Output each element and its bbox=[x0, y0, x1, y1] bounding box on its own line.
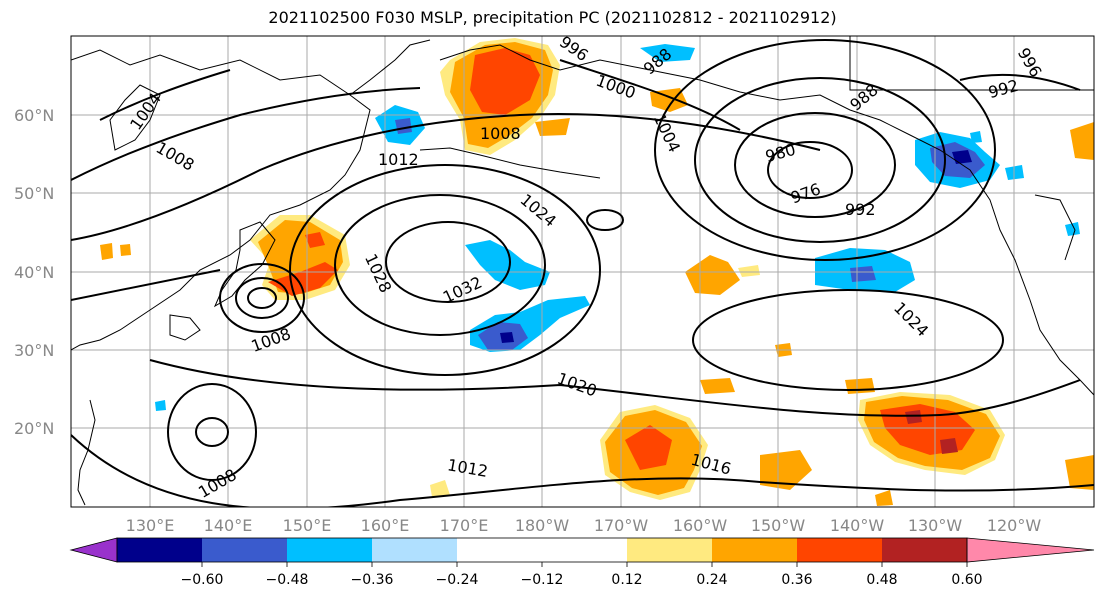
longitude-labels: 130°E 140°E 150°E 160°E 170°E 180°W 170°… bbox=[126, 516, 1042, 535]
colorbar-segment bbox=[712, 538, 797, 562]
lat-label: 60°N bbox=[14, 106, 54, 125]
colorbar-tick-label: −0.60 bbox=[181, 572, 224, 588]
isobar-label: 992 bbox=[845, 200, 876, 219]
lat-label: 50°N bbox=[14, 184, 54, 203]
colorbar: −0.60 −0.48 −0.36 −0.24 −0.12 0.12 0.24 … bbox=[69, 537, 1095, 588]
colorbar-low-extend bbox=[69, 537, 118, 563]
lon-label: 120°W bbox=[987, 516, 1042, 535]
lon-label: 170°W bbox=[594, 516, 649, 535]
colorbar-tick-label: 0.36 bbox=[781, 572, 812, 588]
lat-label: 40°N bbox=[14, 263, 54, 282]
lon-label: 140°W bbox=[830, 516, 885, 535]
colorbar-segment bbox=[797, 538, 882, 562]
colorbar-tick-label: 0.48 bbox=[866, 572, 897, 588]
lon-label: 150°W bbox=[751, 516, 806, 535]
isobar-label: 1012 bbox=[378, 150, 419, 169]
colorbar-tick-label: −0.24 bbox=[436, 572, 479, 588]
lon-label: 140°E bbox=[204, 516, 253, 535]
colorbar-segment bbox=[117, 538, 202, 562]
lon-label: 180°W bbox=[515, 516, 570, 535]
map-title: 2021102500 F030 MSLP, precipitation PC (… bbox=[268, 8, 837, 27]
colorbar-segment bbox=[457, 538, 542, 562]
colorbar-tick-label: −0.12 bbox=[521, 572, 564, 588]
lon-label: 130°W bbox=[908, 516, 963, 535]
colorbar-segment bbox=[372, 538, 457, 562]
lat-label: 20°N bbox=[14, 419, 54, 438]
colorbar-segment bbox=[542, 538, 627, 562]
colorbar-tick-label: −0.36 bbox=[351, 572, 394, 588]
lon-label: 170°E bbox=[440, 516, 489, 535]
lon-label: 150°E bbox=[283, 516, 332, 535]
coastlines bbox=[71, 36, 1094, 506]
colorbar-segment bbox=[287, 538, 372, 562]
colorbar-tick-label: −0.48 bbox=[266, 572, 309, 588]
colorbar-tick-label: 0.12 bbox=[611, 572, 642, 588]
colorbar-tick-label: 0.24 bbox=[696, 572, 727, 588]
isobar-label: 1008 bbox=[480, 124, 521, 143]
colorbar-tick-label: 0.60 bbox=[951, 572, 982, 588]
colorbar-high-extend bbox=[966, 537, 1095, 563]
lon-label: 130°E bbox=[126, 516, 175, 535]
isobars bbox=[71, 39, 1094, 507]
colorbar-segment bbox=[202, 538, 287, 562]
latitude-labels: 60°N 50°N 40°N 30°N 20°N bbox=[14, 106, 54, 438]
colorbar-ticks bbox=[201, 562, 968, 567]
colorbar-segment bbox=[627, 538, 712, 562]
lat-label: 30°N bbox=[14, 341, 54, 360]
map-frame bbox=[70, 35, 1095, 508]
precip-positive-shading bbox=[100, 38, 1094, 506]
lon-label: 160°W bbox=[673, 516, 728, 535]
colorbar-segment bbox=[882, 538, 967, 562]
lon-label: 160°E bbox=[361, 516, 410, 535]
